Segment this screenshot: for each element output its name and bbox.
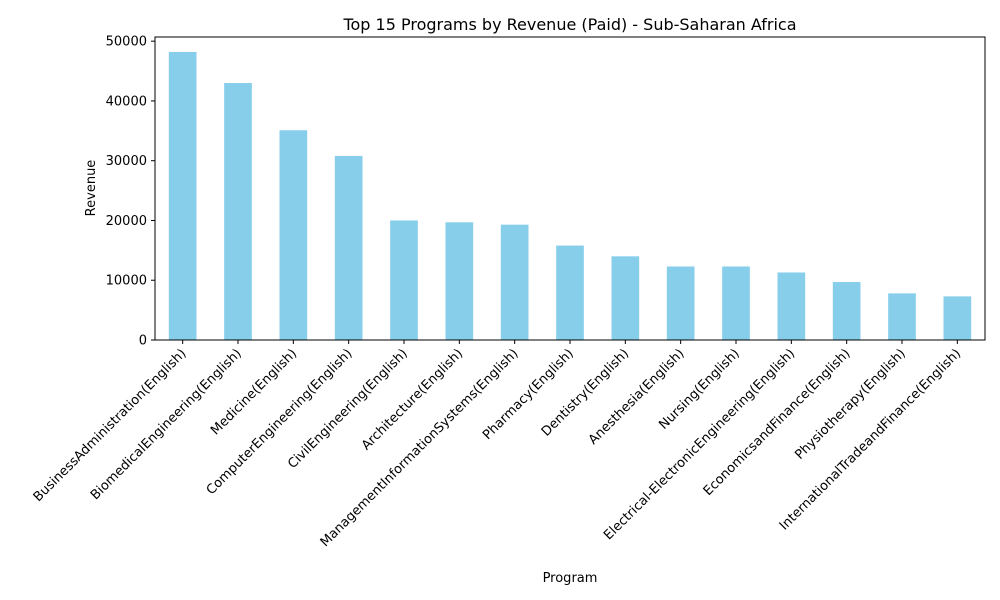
x-tick-label: Electrical-ElectronicEngineering(English…: [601, 346, 798, 543]
x-tick-label: Architecture(English): [359, 346, 466, 453]
x-tick-label: ManagementInformationSystems(English): [318, 346, 522, 550]
bar: [832, 282, 861, 340]
y-tick-label: 40000: [106, 94, 147, 109]
bar: [334, 155, 363, 340]
x-axis-label: Program: [543, 571, 598, 586]
bar: [224, 83, 252, 341]
bar: [556, 245, 584, 340]
x-ticks: BusinessAdministration(English)Biomedica…: [31, 340, 964, 550]
bar: [777, 272, 806, 340]
x-tick-label: Physiotherapy(English): [792, 346, 909, 463]
bar: [279, 130, 308, 340]
bar: [445, 222, 474, 340]
y-tick-label: 30000: [106, 154, 147, 169]
y-tick-label: 50000: [106, 35, 147, 50]
bar: [943, 296, 972, 340]
bar: [500, 224, 529, 340]
bar: [888, 293, 916, 340]
y-axis-label: Revenue: [84, 160, 99, 217]
chart-title: Top 15 Programs by Revenue (Paid) - Sub-…: [342, 15, 796, 34]
plot-frame: [154, 36, 986, 341]
y-tick-label: 20000: [106, 214, 147, 229]
y-tick-label: 10000: [106, 274, 147, 289]
bar: [666, 266, 695, 340]
x-tick-label: Anesthesia(English): [586, 346, 688, 448]
bar: [390, 220, 418, 340]
bar: [611, 256, 640, 340]
bar: [168, 51, 197, 340]
x-tick-label: Pharmacy(English): [480, 346, 577, 443]
y-tick-label: 0: [139, 334, 147, 349]
bar: [722, 266, 750, 340]
bars-layer: [168, 51, 972, 341]
y-ticks: 0 10000 20000 30000 40000 50000: [106, 35, 155, 349]
